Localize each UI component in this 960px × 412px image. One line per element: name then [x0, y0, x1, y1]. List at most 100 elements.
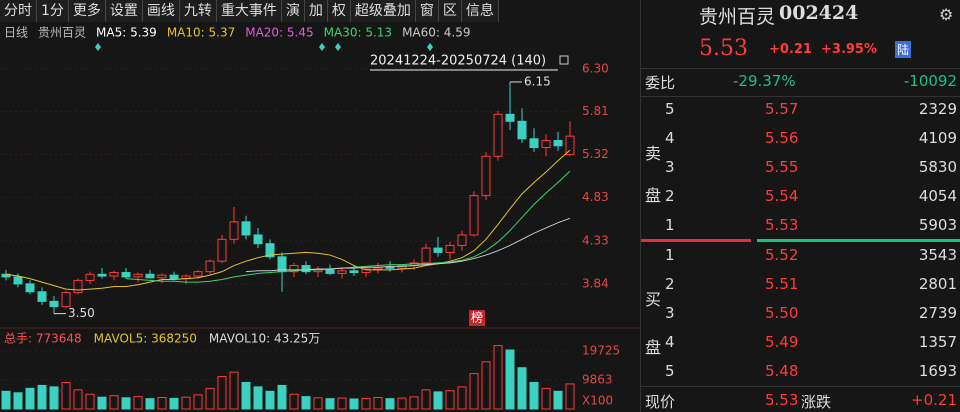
- volume-bar: [265, 390, 275, 410]
- volume-bar: [505, 349, 515, 410]
- candle-body: [289, 265, 299, 273]
- toolbar-item[interactable]: 窗: [416, 0, 439, 22]
- range-label: 20241224-20250724 (140): [370, 54, 546, 69]
- candle-body: [97, 273, 107, 277]
- candle-body: [301, 265, 311, 273]
- level-price: 5.55: [765, 158, 799, 176]
- divider: [641, 96, 960, 97]
- candle-body: [493, 113, 503, 157]
- toolbar-item[interactable]: 分时: [0, 0, 37, 22]
- candle-body: [121, 272, 131, 278]
- candle-body: [109, 272, 119, 277]
- candle-body: [361, 268, 371, 274]
- y-tick-label: 4.83: [582, 190, 609, 204]
- level: 3: [665, 304, 675, 322]
- level: 5: [665, 100, 675, 118]
- badge: 榜: [471, 310, 483, 325]
- level: 2: [665, 187, 675, 205]
- toolbar-item[interactable]: 画线: [143, 0, 180, 22]
- volume-bar: [481, 361, 491, 410]
- volume-bar: [517, 367, 527, 410]
- candle-body: [205, 260, 215, 273]
- legend-entry: 日线: [4, 26, 28, 40]
- legend-entry: MA5: 5.39: [96, 26, 157, 40]
- volume-bar: [109, 395, 119, 410]
- level-volume: 2329: [918, 100, 957, 118]
- toolbar-item[interactable]: 设置: [106, 0, 143, 22]
- y-tick-label: 3.84: [582, 276, 609, 290]
- annotation: 6.15: [524, 74, 551, 88]
- volume-bar: [457, 386, 467, 410]
- toolbar: 分时 1分 更多 设置 画线 九转 重大事件演加权超级叠加窗区信息: [0, 0, 499, 22]
- candle-body: [445, 244, 455, 253]
- buy-label: 买: [645, 290, 662, 309]
- volume-bar: [13, 392, 23, 410]
- volume-bar: [49, 386, 59, 410]
- y-tick-label: 19725: [582, 343, 620, 357]
- volume-bar: [409, 396, 419, 410]
- volume-bar: [349, 398, 359, 410]
- legend-entry: MA20: 5.45: [245, 26, 313, 40]
- level-volume: 5903: [918, 216, 957, 234]
- toolbar-item[interactable]: 加: [305, 0, 328, 22]
- candle-body: [145, 273, 155, 279]
- volume-bar: [565, 383, 575, 410]
- volume-bar: [301, 396, 311, 410]
- level: 4: [665, 129, 675, 147]
- chart: 20241224-20250724 (140) 榜 日线 贵州百灵 MA5: 5.3…: [0, 26, 640, 410]
- candle-body: [385, 266, 395, 269]
- toolbar-item[interactable]: 1分: [37, 0, 69, 22]
- level-volume: 4109: [918, 129, 957, 147]
- volume-bar: [313, 397, 323, 410]
- divider: [641, 386, 960, 387]
- candle-body: [421, 247, 431, 264]
- volume-bar: [541, 387, 551, 410]
- toolbar-item[interactable]: 超级叠加: [351, 0, 416, 22]
- volume-bar: [433, 391, 443, 410]
- candle-body: [37, 291, 47, 302]
- candle-body: [265, 243, 275, 258]
- level-volume: 1357: [918, 333, 957, 351]
- candle-body: [469, 195, 479, 236]
- toolbar-item[interactable]: 九转: [180, 0, 217, 22]
- level: 1: [665, 246, 675, 264]
- chg: +0.21: [911, 391, 957, 409]
- candle-body: [13, 276, 23, 285]
- settings-icon[interactable]: ⚙: [939, 5, 954, 24]
- volume-bar: [361, 397, 371, 410]
- volume-bar: [277, 384, 287, 410]
- candle-body: [253, 234, 263, 245]
- badge: 陆: [895, 41, 912, 58]
- volume-bar: [397, 397, 407, 410]
- candle-body: [73, 279, 83, 294]
- diff: -10092: [903, 72, 957, 90]
- toolbar-item[interactable]: 信息: [462, 0, 499, 22]
- level-price: 5.56: [765, 129, 799, 147]
- buy-label: 盘: [645, 338, 662, 357]
- legend-entry: MA10: 5.37: [167, 26, 235, 40]
- toolbar-item[interactable]: 演: [282, 0, 305, 22]
- toolbar-item[interactable]: 重大事件: [217, 0, 282, 22]
- candle-body: [553, 140, 563, 147]
- volume-bar: [133, 396, 143, 410]
- level-price: 5.48: [765, 362, 799, 380]
- volume-bar: [157, 397, 167, 410]
- volume-legend-entry: MAVOL10: 43.25万: [209, 332, 320, 346]
- toolbar-item[interactable]: 更多: [69, 0, 106, 22]
- separator-green: [757, 239, 960, 242]
- toolbar-item[interactable]: 区: [439, 0, 462, 22]
- volume-bar: [121, 397, 131, 410]
- candle-body: [229, 221, 239, 240]
- level: 5: [665, 362, 675, 380]
- y-tick-label: 6.30: [582, 61, 609, 75]
- volume-bar: [181, 396, 191, 410]
- annotation: 3.50: [68, 306, 95, 320]
- volume-bar: [169, 397, 179, 410]
- toolbar-item[interactable]: 权: [328, 0, 351, 22]
- volume-bar: [193, 394, 203, 410]
- y-tick-label: 4.33: [582, 234, 609, 248]
- candle-body: [85, 273, 95, 281]
- change-pct: +3.95%: [821, 42, 877, 57]
- volume-bar: [289, 393, 299, 410]
